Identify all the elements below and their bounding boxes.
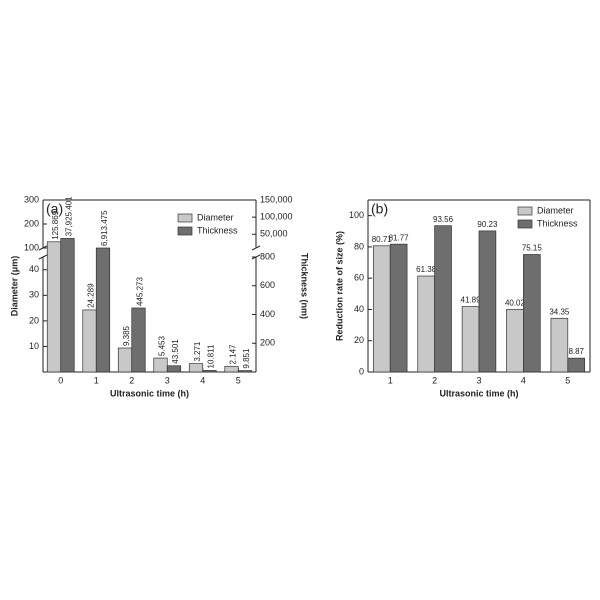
- y2-tick-label: 100,000: [260, 212, 293, 222]
- y-tick-label: 40: [29, 264, 39, 274]
- y2-tick-label: 150,000: [260, 194, 293, 204]
- data-label: 3.271: [193, 341, 202, 362]
- data-label: 2.147: [229, 344, 238, 365]
- data-label: 9.851: [242, 348, 251, 369]
- x-axis-title: Ultrasonic time (h): [110, 388, 189, 398]
- legend-label: Diameter: [537, 205, 574, 215]
- y-tick-label: 200: [24, 218, 39, 228]
- y-tick-label: 80: [354, 241, 364, 251]
- bar: [523, 254, 541, 373]
- y-tick-label: 300: [24, 194, 39, 204]
- bar: [434, 225, 452, 373]
- bar: [131, 307, 146, 373]
- bar: [461, 306, 480, 373]
- bar: [46, 241, 62, 373]
- x-tick-label: 3: [476, 375, 481, 385]
- data-label: 5.453: [158, 335, 167, 356]
- bar: [478, 230, 497, 373]
- x-tick-label: 2: [432, 375, 437, 385]
- y-axis-title: Reduction rate of size (%): [334, 231, 344, 341]
- x-axis-title: Ultrasonic time (h): [439, 388, 518, 398]
- data-label: 34.35: [549, 307, 570, 316]
- data-label: 75.15: [522, 244, 543, 253]
- y-tick-label: 40: [354, 304, 364, 314]
- y-tick-label: 30: [29, 290, 39, 300]
- data-label: 24.289: [87, 283, 96, 308]
- bar: [82, 309, 97, 373]
- panel-label: (b): [371, 201, 388, 217]
- bar: [567, 357, 586, 373]
- bar: [117, 347, 133, 373]
- legend-swatch: [517, 206, 533, 216]
- bar: [153, 357, 168, 373]
- y-tick-label: 10: [29, 341, 39, 351]
- y-tick-label: 60: [354, 273, 364, 283]
- bar: [550, 317, 569, 373]
- panel-label: (a): [46, 201, 63, 217]
- legend-swatch: [177, 213, 193, 223]
- data-label: 37,925.401: [65, 196, 74, 237]
- data-label: 8.87: [568, 347, 584, 356]
- data-label: 40.02: [505, 299, 526, 308]
- data-label: 445.273: [136, 277, 145, 306]
- legend-label: Diameter: [197, 212, 234, 222]
- y-tick-label: 100: [349, 210, 364, 220]
- bar: [389, 243, 408, 373]
- bar: [506, 309, 524, 373]
- data-label: 9.385: [122, 325, 131, 346]
- bar: [166, 365, 182, 373]
- bar: [202, 370, 217, 373]
- y2-tick-label: 400: [260, 309, 275, 319]
- data-label: 61.38: [416, 265, 437, 274]
- y-tick-label: 20: [354, 335, 364, 345]
- legend-swatch: [177, 226, 193, 236]
- legend-label: Thickness: [537, 218, 578, 228]
- y-tick-label: 0: [359, 366, 364, 376]
- data-label: 6,913.475: [100, 210, 109, 246]
- x-tick-label: 1: [94, 375, 99, 385]
- y2-tick-label: 800: [260, 251, 275, 261]
- bar: [237, 370, 253, 373]
- legend-label: Thickness: [197, 225, 238, 235]
- data-label: 125.869: [51, 210, 60, 239]
- x-tick-label: 0: [58, 375, 63, 385]
- x-tick-label: 5: [236, 375, 241, 385]
- data-label: 80.71: [372, 235, 393, 244]
- x-tick-label: 4: [200, 375, 205, 385]
- data-label: 93.56: [433, 215, 454, 224]
- bar: [60, 238, 75, 373]
- y-tick-label: 20: [29, 315, 39, 325]
- data-label: 43.501: [171, 339, 180, 364]
- x-tick-label: 2: [129, 375, 134, 385]
- x-tick-label: 5: [565, 375, 570, 385]
- x-tick-label: 4: [521, 375, 526, 385]
- bar: [224, 366, 239, 373]
- y2-tick-label: 600: [260, 280, 275, 290]
- y-tick-label: 100: [24, 242, 39, 252]
- axis-break: [38, 254, 48, 260]
- legend-swatch: [517, 219, 533, 229]
- data-label: 81.77: [389, 233, 410, 242]
- x-tick-label: 1: [388, 375, 393, 385]
- bar: [95, 247, 111, 373]
- y2-axis-title: Thickness (nm): [300, 253, 310, 319]
- bar: [417, 275, 435, 373]
- y2-tick-label: 50,000: [260, 229, 288, 239]
- axis-break: [251, 245, 261, 251]
- data-label: 41.89: [461, 296, 482, 305]
- data-label: 90.23: [477, 220, 498, 229]
- y-axis-title: Diameter (μm): [9, 256, 19, 317]
- bar: [188, 363, 204, 373]
- x-tick-label: 3: [165, 375, 170, 385]
- bar: [372, 245, 391, 373]
- y2-tick-label: 200: [260, 338, 275, 348]
- data-label: 10.811: [207, 344, 216, 368]
